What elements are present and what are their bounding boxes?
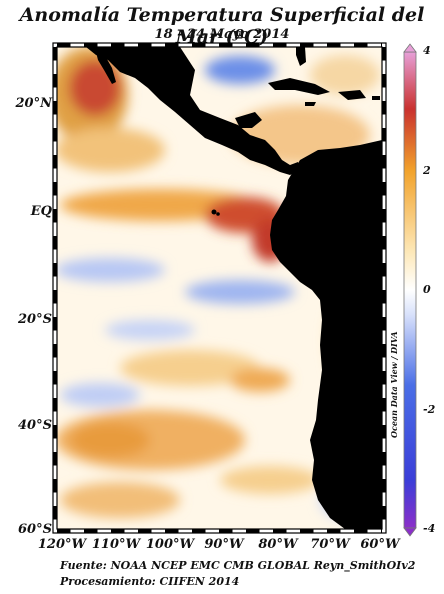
frame-tick — [53, 317, 57, 331]
credit-text: Ocean Data View / DIVA — [389, 331, 399, 438]
frame-tick — [382, 398, 386, 412]
frame-tick — [219, 43, 233, 47]
frame-tick — [246, 529, 260, 533]
lon-label-120w: 120°W — [37, 537, 87, 552]
frame-tick — [165, 529, 179, 533]
frame-tick — [53, 425, 57, 439]
frame-tick — [382, 182, 386, 196]
frame-tick — [192, 43, 206, 47]
frame-tick — [53, 344, 57, 358]
page-subtitle: 18 - 24 Mayo 2014 — [154, 27, 290, 42]
frame-tick — [53, 47, 57, 61]
frame-tick — [382, 47, 386, 61]
frame-tick — [53, 371, 57, 385]
frame-tick — [219, 529, 233, 533]
frame-tick — [382, 101, 386, 115]
land-mass — [86, 47, 382, 529]
frame-tick — [382, 74, 386, 88]
frame-tick — [273, 529, 287, 533]
colorbar-label-2: 2 — [423, 164, 431, 177]
frame-tick — [382, 425, 386, 439]
frame-tick — [53, 182, 57, 196]
frame-tick — [354, 529, 368, 533]
lon-label-90w: 90°W — [204, 537, 244, 552]
frame-tick — [138, 43, 152, 47]
colorbar — [403, 43, 417, 537]
frame-tick — [382, 479, 386, 493]
frame-tick — [111, 529, 125, 533]
frame-tick — [354, 43, 368, 47]
frame-tick — [327, 43, 341, 47]
processing-text: Procesamiento: CIIFEN 2014 — [60, 575, 240, 588]
colorbar-label-4: 4 — [423, 44, 431, 57]
frame-tick — [57, 43, 71, 47]
frame-tick — [138, 529, 152, 533]
frame-tick — [53, 506, 57, 520]
lat-label-eq: EQ — [30, 204, 52, 219]
frame-tick — [53, 128, 57, 142]
frame-tick — [84, 529, 98, 533]
frame-tick — [382, 236, 386, 250]
frame-tick — [53, 236, 57, 250]
frame-tick — [382, 263, 386, 277]
frame-tick — [382, 317, 386, 331]
lon-label-60w: 60°W — [360, 537, 400, 552]
frame-tick — [382, 128, 386, 142]
source-text: Fuente: NOAA NCEP EMC CMB GLOBAL Reyn_Sm… — [60, 559, 416, 572]
colorbar-top-cap — [403, 43, 417, 53]
frame-tick — [111, 43, 125, 47]
frame-tick — [53, 452, 57, 466]
frame-tick — [300, 529, 314, 533]
frame-tick — [84, 43, 98, 47]
frame-tick — [53, 155, 57, 169]
anomaly-field — [57, 47, 382, 529]
colorbar-ramp — [403, 51, 417, 529]
frame-tick — [192, 529, 206, 533]
lon-label-110w: 110°W — [91, 537, 141, 552]
frame-tick — [57, 529, 71, 533]
colorbar-label-neg4: -4 — [423, 522, 436, 535]
frame-tick — [53, 209, 57, 223]
colorbar-label-neg2: -2 — [423, 403, 436, 416]
lon-label-70w: 70°W — [310, 537, 350, 552]
frame-tick — [382, 344, 386, 358]
frame-tick — [382, 209, 386, 223]
lat-label-20s: 20°S — [18, 312, 52, 327]
frame-tick — [382, 155, 386, 169]
frame-tick — [382, 290, 386, 304]
colorbar-label-0: 0 — [423, 283, 431, 296]
lat-label-20n: 20°N — [15, 96, 52, 111]
frame-tick — [53, 398, 57, 412]
frame-tick — [53, 74, 57, 88]
frame-tick — [381, 529, 382, 533]
frame-tick — [165, 43, 179, 47]
lon-label-100w: 100°W — [145, 537, 195, 552]
frame-tick — [246, 43, 260, 47]
lat-label-40s: 40°S — [18, 418, 52, 433]
frame-tick — [53, 101, 57, 115]
frame-tick — [382, 371, 386, 385]
frame-tick — [53, 290, 57, 304]
frame-tick — [273, 43, 287, 47]
frame-tick — [53, 479, 57, 493]
frame-tick — [381, 43, 382, 47]
lon-label-80w: 80°W — [258, 537, 298, 552]
frame-tick — [327, 529, 341, 533]
frame-tick — [53, 263, 57, 277]
lat-label-60s: 60°S — [18, 522, 52, 537]
frame-graduation — [53, 43, 386, 533]
frame-tick — [382, 506, 386, 520]
colorbar-bottom-cap — [403, 527, 417, 537]
frame-tick — [382, 452, 386, 466]
frame-tick — [300, 43, 314, 47]
